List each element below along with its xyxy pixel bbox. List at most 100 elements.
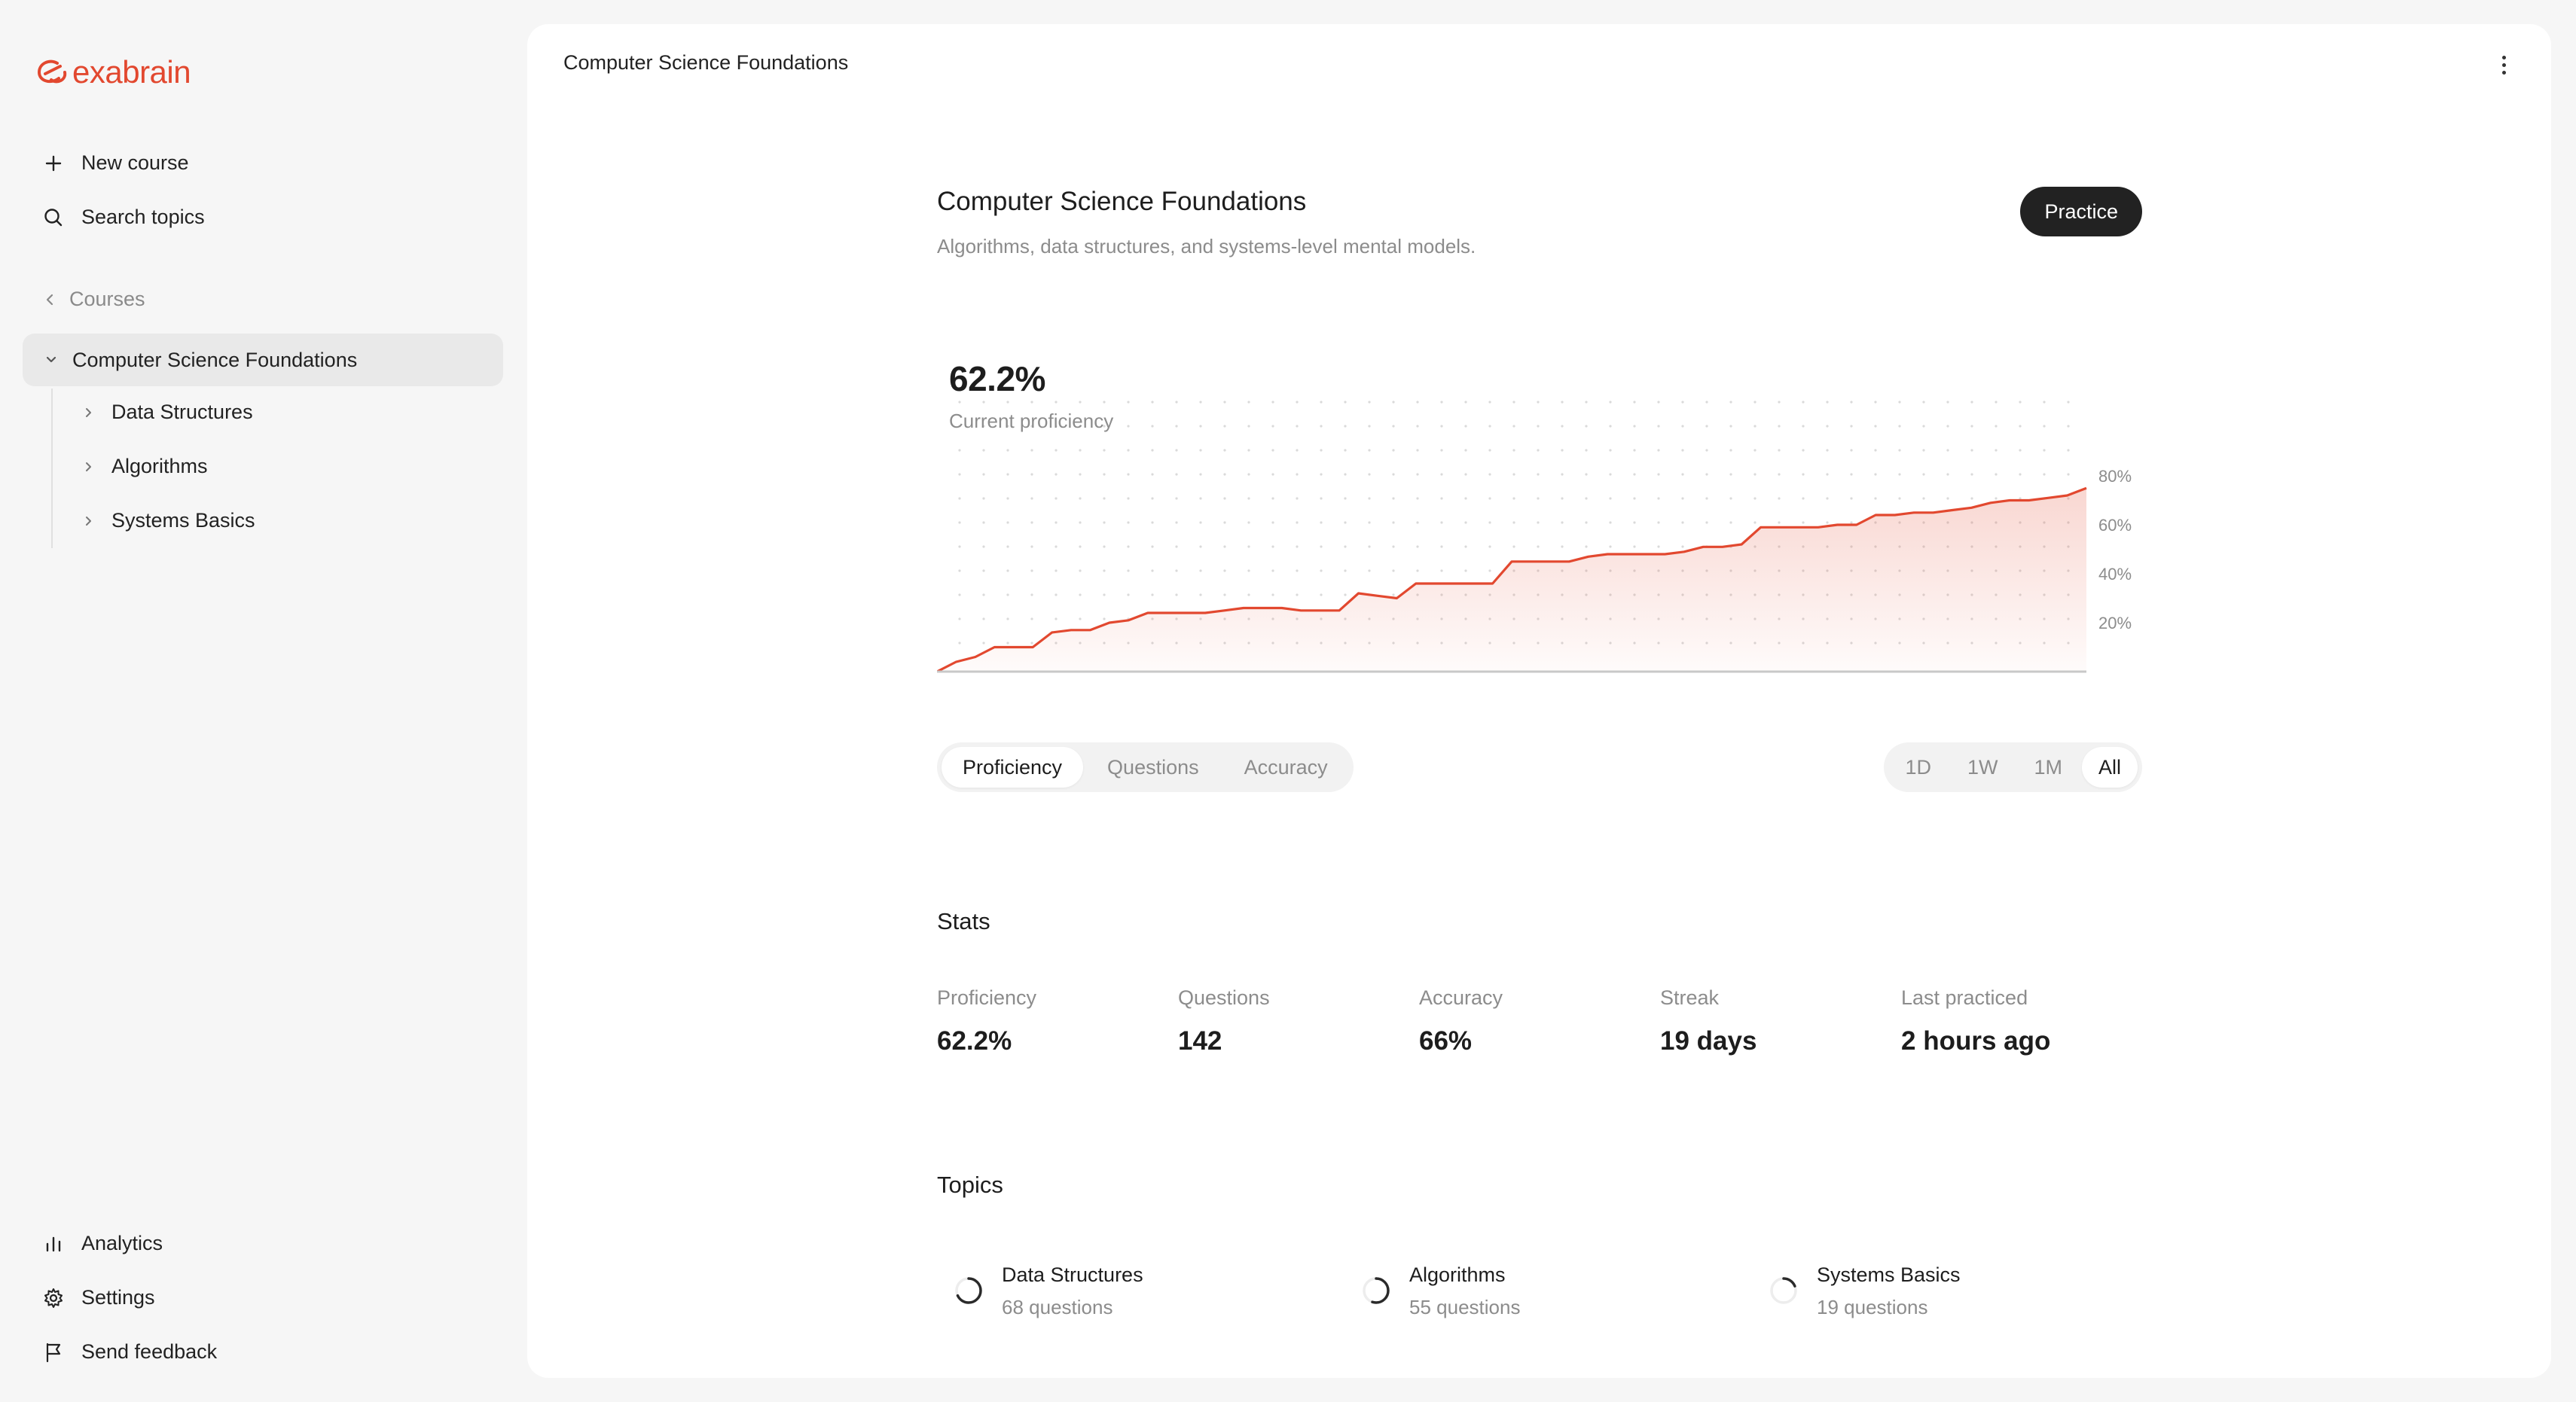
tab-questions[interactable]: Questions [1107, 755, 1199, 779]
grid-dot [1561, 473, 1564, 476]
sidebar-item-algorithms[interactable]: Algorithms [81, 455, 208, 478]
sidebar-item-course[interactable]: Computer Science Foundations [23, 334, 503, 386]
grid-dot [1609, 497, 1612, 500]
grid-dot [1320, 401, 1323, 404]
grid-dot [958, 473, 961, 476]
grid-dot [1006, 425, 1009, 428]
analytics-label: Analytics [81, 1232, 163, 1254]
sidebar-item-systems-basics[interactable]: Systems Basics [81, 509, 255, 532]
stat-value: 2 hours ago [1901, 1026, 2051, 1056]
grid-dot [1753, 497, 1757, 500]
grid-dot [1416, 521, 1419, 524]
grid-dot [2043, 401, 2046, 404]
sidebar-item-data-structures[interactable]: Data Structures [81, 401, 253, 424]
tab-accuracy[interactable]: Accuracy [1244, 755, 1328, 779]
grid-dot [1633, 545, 1636, 548]
grid-dot [1223, 569, 1226, 572]
practice-button[interactable]: Practice [2020, 187, 2142, 236]
progress-ring-icon [955, 1277, 982, 1304]
grid-dot [1006, 593, 1009, 596]
grid-dot [958, 425, 961, 428]
settings-button[interactable]: Settings [42, 1286, 155, 1309]
grid-dot [1223, 593, 1226, 596]
grid-dot [1271, 497, 1274, 500]
grid-dot [1079, 497, 1082, 500]
topic-card-algorithms[interactable]: Algorithms 55 questions [1360, 1263, 1520, 1319]
grid-dot [1826, 497, 1829, 500]
grid-dot [1030, 425, 1033, 428]
brand-logo[interactable]: exabrain [35, 54, 191, 90]
grid-dot [1271, 449, 1274, 452]
topic-card-data-structures[interactable]: Data Structures 68 questions [952, 1263, 1143, 1319]
range-all[interactable]: All [2081, 747, 2138, 788]
grid-dot [1464, 473, 1467, 476]
grid-dot [1464, 521, 1467, 524]
grid-dot [1271, 401, 1274, 404]
grid-dot [1657, 497, 1660, 500]
grid-dot [2019, 425, 2022, 428]
grid-dot [1512, 521, 1515, 524]
grid-dot [1705, 497, 1708, 500]
grid-dot [1705, 425, 1708, 428]
grid-dot [1970, 449, 1973, 452]
stat-value: 19 days [1660, 1026, 1757, 1056]
grid-dot [1175, 449, 1178, 452]
grid-dot [1247, 569, 1250, 572]
grid-dot [1729, 521, 1732, 524]
grid-dot [1512, 473, 1515, 476]
topic-question-count: 55 questions [1409, 1296, 1521, 1318]
grid-dot [1440, 569, 1443, 572]
grid-dot [1922, 473, 1925, 476]
grid-dot [1826, 401, 1829, 404]
grid-dot [1512, 425, 1515, 428]
grid-dot [982, 593, 985, 596]
grid-dot [1344, 497, 1347, 500]
bar-chart-icon [46, 1236, 61, 1251]
search-topics-button[interactable]: Search topics [42, 206, 205, 229]
topic-card-systems-basics[interactable]: Systems Basics 19 questions [1767, 1263, 1961, 1319]
range-1m[interactable]: 1M [2034, 755, 2062, 779]
grid-dot [1151, 545, 1154, 548]
gear-icon [44, 1288, 63, 1308]
chevron-right-icon [86, 516, 91, 526]
search-icon [44, 208, 63, 226]
range-1d[interactable]: 1D [1905, 755, 1931, 779]
grid-dot [1055, 449, 1058, 452]
grid-dot [2067, 473, 2070, 476]
page-subtitle: Algorithms, data structures, and systems… [937, 235, 1476, 258]
tab-proficiency[interactable]: Proficiency [942, 747, 1084, 788]
grid-dot [1151, 401, 1154, 404]
grid-dot [1103, 617, 1106, 620]
range-1w[interactable]: 1W [1967, 755, 1998, 779]
more-options-icon[interactable] [2492, 51, 2515, 78]
grid-dot [1657, 449, 1660, 452]
grid-dot [1199, 569, 1202, 572]
grid-dot [1392, 569, 1395, 572]
send-feedback-button[interactable]: Send feedback [42, 1340, 217, 1364]
grid-dot [1537, 401, 1540, 404]
grid-dot [1802, 425, 1805, 428]
grid-dot [1561, 497, 1564, 500]
grid-dot [1320, 521, 1323, 524]
grid-dot [1537, 449, 1540, 452]
grid-dot [1368, 473, 1371, 476]
tree-guide-line [51, 389, 53, 548]
grid-dot [1030, 473, 1033, 476]
grid-dot [1320, 449, 1323, 452]
grid-dot [1729, 473, 1732, 476]
courses-back-label: Courses [69, 288, 145, 310]
grid-dot [1006, 617, 1009, 620]
courses-back-link[interactable]: Courses [42, 288, 145, 311]
grid-dot [1922, 425, 1925, 428]
new-course-button[interactable]: New course [42, 151, 189, 175]
grid-dot [1898, 425, 1901, 428]
grid-dot [2019, 473, 2022, 476]
grid-dot [1826, 521, 1829, 524]
grid-dot [1488, 497, 1491, 500]
stat-proficiency: Proficiency 62.2% [937, 986, 1036, 1056]
y-tick-label: 80% [2098, 467, 2132, 486]
analytics-button[interactable]: Analytics [42, 1232, 163, 1255]
grid-dot [1127, 545, 1130, 548]
grid-dot [1681, 401, 1684, 404]
grid-dot [982, 449, 985, 452]
